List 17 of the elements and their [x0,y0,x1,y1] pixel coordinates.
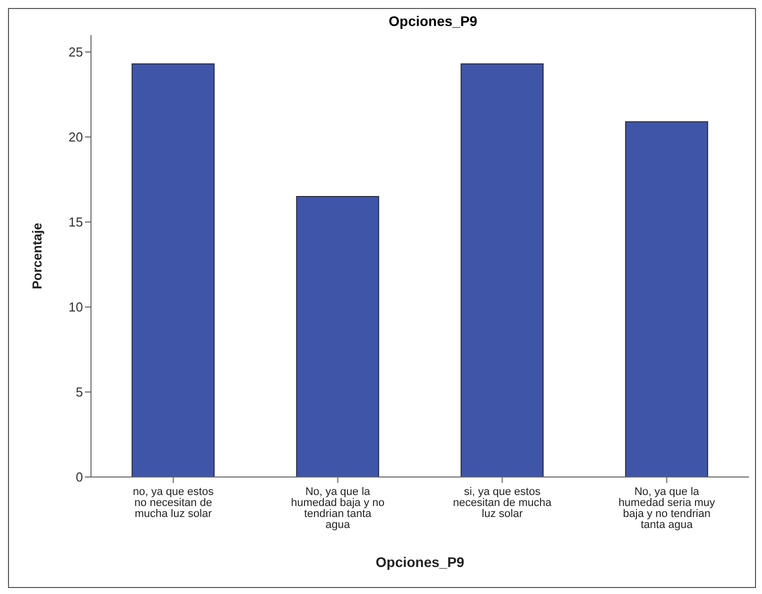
bar [625,121,708,477]
y-tick-label: 20 [68,130,83,145]
bar [460,63,544,477]
y-tick-label: 10 [68,300,83,315]
bar [132,63,215,477]
y-tick-label: 25 [68,44,83,60]
x-tick-label: No, ya que la humedad seria muy baja y no tendrian tanta agua [618,486,716,531]
y-tick-label: 5 [76,384,83,400]
y-tick-label: 15 [68,214,83,230]
x-tick-label: si, ya que estos necesitan de mucha luz solar [453,486,552,520]
x-axis-title: Opciones_P9 [376,554,465,570]
bar [296,196,380,477]
y-tick-label: 0 [76,470,83,485]
chart-title: Opciones_P9 [388,13,478,29]
x-tick-label: No, ya que la humedad baja y no tendrian tanta agua [290,486,385,531]
y-axis-title: Porcentaje [30,222,45,290]
x-tick-label: no, ya que estos no necesitan de mucha luz solar [132,486,214,520]
